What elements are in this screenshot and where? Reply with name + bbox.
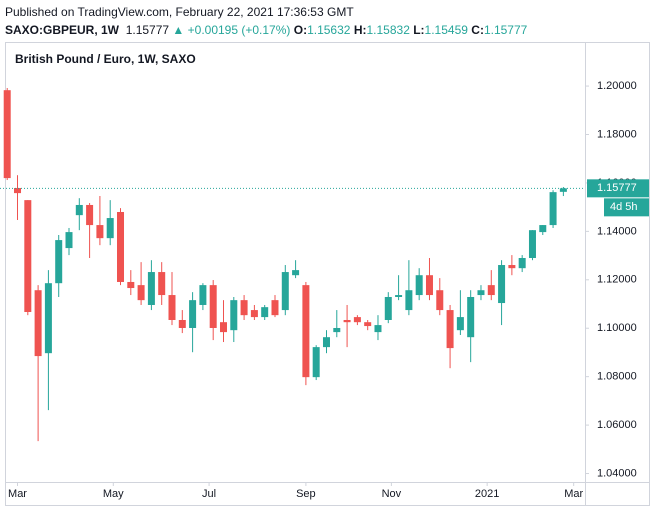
candle-body bbox=[333, 327, 341, 333]
candle-body bbox=[477, 290, 485, 296]
candle-body bbox=[209, 285, 217, 328]
y-tick-label: 1.04000 bbox=[597, 467, 637, 479]
x-tick-label: May bbox=[103, 488, 124, 500]
candle-body bbox=[415, 275, 423, 296]
candle-body bbox=[55, 240, 63, 284]
symbol: SAXO:GBPEUR, 1W bbox=[5, 23, 120, 37]
candle-body bbox=[446, 310, 454, 349]
candle-body bbox=[559, 188, 567, 192]
ohlc-value: 1.15632 bbox=[307, 23, 351, 37]
y-tick-label: 1.18000 bbox=[597, 128, 637, 140]
candle-body bbox=[271, 300, 279, 316]
ohlc-label: O: bbox=[293, 23, 308, 37]
candle-body bbox=[86, 204, 94, 226]
candle-body bbox=[539, 225, 547, 233]
candle-body bbox=[65, 232, 73, 249]
ohlc-label: L: bbox=[413, 23, 425, 37]
chart-frame bbox=[5, 42, 650, 506]
x-tick-label: Mar bbox=[8, 488, 27, 500]
candle-body bbox=[436, 290, 444, 311]
y-tick-label: 1.20000 bbox=[597, 80, 637, 92]
last-price-box bbox=[587, 179, 649, 198]
candle-body bbox=[374, 325, 382, 333]
candle-body bbox=[364, 322, 372, 327]
candle-body bbox=[498, 265, 506, 304]
countdown-box bbox=[604, 198, 649, 217]
candle-body bbox=[250, 310, 258, 318]
y-tick-label: 1.12000 bbox=[597, 274, 637, 286]
candle-body bbox=[117, 211, 125, 282]
candle-body bbox=[467, 296, 475, 338]
y-tick-label: 1.08000 bbox=[597, 371, 637, 383]
y-tick-label: 1.10000 bbox=[597, 322, 637, 334]
candle-body bbox=[14, 188, 22, 194]
y-tick-label: 1.14000 bbox=[597, 225, 637, 237]
candle-body bbox=[302, 285, 310, 378]
x-tick-label: Mar bbox=[564, 488, 583, 500]
ohlc-value: 1.15777 bbox=[483, 23, 528, 37]
candle-body bbox=[189, 300, 197, 328]
candle-body bbox=[178, 319, 186, 328]
candle-body bbox=[353, 317, 361, 323]
candle-body bbox=[127, 281, 135, 289]
countdown-label: 4d 5h bbox=[610, 201, 638, 213]
candle-body bbox=[106, 218, 114, 239]
candle-body bbox=[44, 283, 52, 354]
change: ▲ +0.00195 (+0.17%) bbox=[172, 23, 291, 37]
candle-body bbox=[281, 272, 289, 311]
candle-body bbox=[425, 275, 433, 296]
candle-body bbox=[508, 265, 516, 269]
candle-body bbox=[240, 300, 248, 316]
candle-body bbox=[322, 337, 330, 348]
candle-body bbox=[147, 272, 155, 305]
candle-body bbox=[518, 258, 526, 269]
ohlc-value: 1.15459 bbox=[424, 23, 468, 37]
candle-body bbox=[3, 90, 11, 179]
chart-title: British Pound / Euro, 1W, SAXO bbox=[15, 52, 196, 66]
candle-body bbox=[137, 285, 145, 301]
candle-body bbox=[96, 225, 104, 239]
candle-body bbox=[405, 290, 413, 311]
x-tick-label: 2021 bbox=[475, 488, 499, 500]
candle-body bbox=[549, 192, 557, 226]
candle-body bbox=[34, 290, 42, 357]
candle-body bbox=[24, 200, 32, 313]
ohlc-label: C: bbox=[471, 23, 484, 37]
x-tick-label: Nov bbox=[382, 488, 402, 500]
candle-body bbox=[528, 230, 536, 259]
candle-body bbox=[199, 285, 207, 305]
candle-body bbox=[230, 300, 238, 331]
candle-body bbox=[219, 322, 227, 333]
candle-body bbox=[75, 204, 83, 216]
x-tick-label: Jul bbox=[202, 488, 216, 500]
candle-body bbox=[456, 317, 464, 331]
candle-body bbox=[312, 347, 320, 378]
symbol-line: SAXO:GBPEUR, 1W 1.15777 ▲ +0.00195 (+0.1… bbox=[5, 23, 527, 37]
candle-body bbox=[158, 272, 166, 296]
ohlc-value: 1.15832 bbox=[366, 23, 410, 37]
candle-body bbox=[343, 319, 351, 323]
candle-body bbox=[487, 285, 495, 296]
published-line: Published on TradingView.com, February 2… bbox=[5, 5, 354, 19]
last-price: 1.15777 bbox=[125, 23, 170, 37]
x-tick-label: Sep bbox=[296, 488, 316, 500]
candle-body bbox=[261, 307, 269, 318]
last-price-label: 1.15777 bbox=[597, 182, 637, 194]
y-tick-label: 1.06000 bbox=[597, 419, 637, 431]
candle-body bbox=[292, 270, 300, 276]
candle-body bbox=[395, 295, 403, 297]
candle-body bbox=[384, 296, 392, 320]
candle-body bbox=[168, 295, 176, 320]
ohlc-label: H: bbox=[353, 23, 367, 37]
